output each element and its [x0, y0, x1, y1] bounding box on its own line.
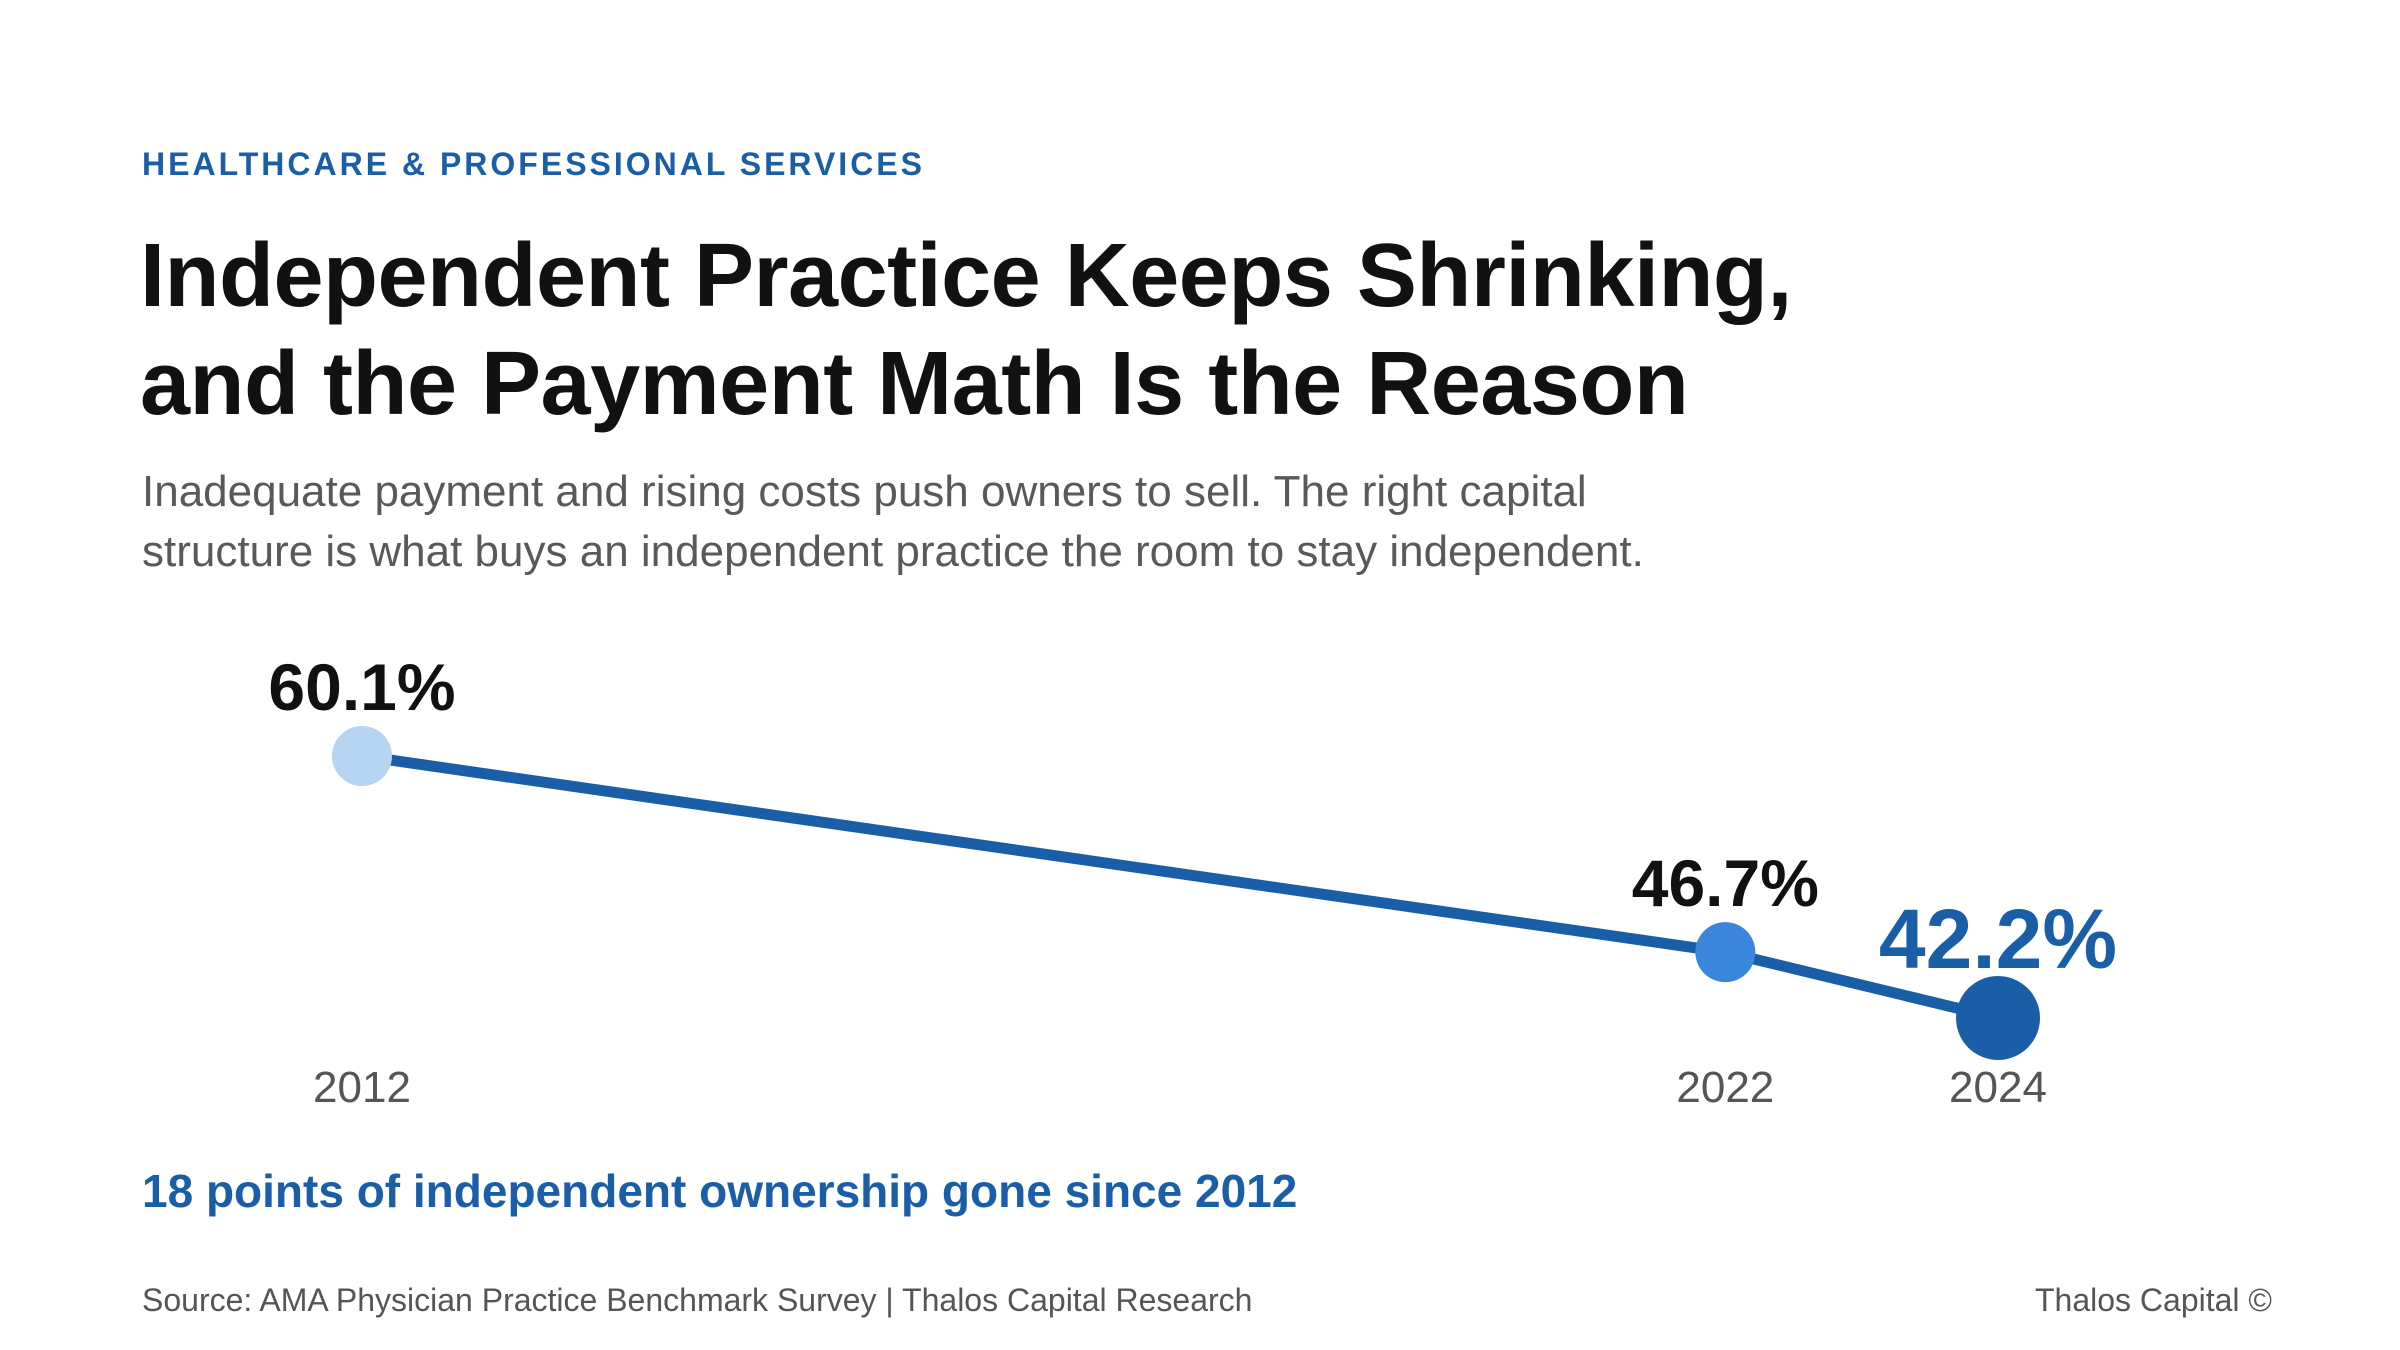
- subtitle-line-1: Inadequate payment and rising costs push…: [142, 467, 1587, 516]
- data-label-2024: 42.2%: [1879, 892, 2117, 986]
- page-subtitle: Inadequate payment and rising costs push…: [142, 462, 2142, 582]
- data-point-2012: [332, 726, 392, 786]
- data-point-2022: [1695, 922, 1756, 983]
- title-line-2: and the Payment Math Is the Reason: [140, 334, 1689, 434]
- data-point-2024: [1956, 976, 2040, 1060]
- x-tick-2024: 2024: [1949, 1063, 2047, 1112]
- subtitle-line-2: structure is what buys an independent pr…: [142, 527, 1644, 576]
- data-label-2012: 60.1%: [268, 650, 455, 724]
- page-title: Independent Practice Keeps Shrinking, an…: [140, 222, 2140, 438]
- brand-credit: Thalos Capital ©: [2034, 1282, 2272, 1318]
- data-label-2022: 46.7%: [1632, 846, 1819, 920]
- takeaway-callout: 18 points of independent ownership gone …: [142, 1165, 1298, 1217]
- title-line-1: Independent Practice Keeps Shrinking,: [140, 226, 1792, 326]
- x-tick-2012: 2012: [313, 1063, 411, 1112]
- category-kicker: HEALTHCARE & PROFESSIONAL SERVICES: [142, 146, 925, 182]
- source-note: Source: AMA Physician Practice Benchmark…: [142, 1282, 1253, 1318]
- line-chart: 60.1% 2012 46.7% 2022 42.2% 2024: [268, 650, 2117, 1112]
- x-tick-2022: 2022: [1676, 1063, 1774, 1112]
